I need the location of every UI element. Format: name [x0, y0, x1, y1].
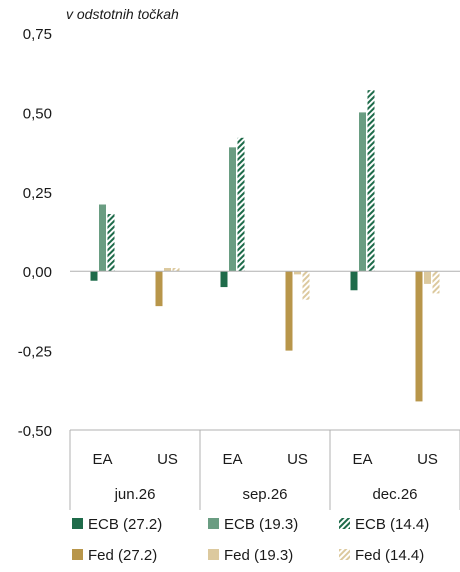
bar-dec.26-US-1 — [416, 271, 423, 401]
x-axis: EA US jun.26 EA US sep.26 EA US dec.26 — [70, 271, 460, 510]
y-axis: 0,75 0,50 0,25 0,00 -0,25 -0,50 — [18, 26, 52, 440]
bar-dec.26-EA-3 — [368, 90, 375, 271]
x-subcategory-label: EA — [352, 451, 372, 468]
legend-swatch — [72, 549, 83, 560]
bar-jun.26-EA-3 — [108, 214, 115, 271]
legend-label: Fed (27.2) — [88, 547, 157, 564]
bar-sep.26-EA-3 — [238, 138, 245, 271]
bar-dec.26-US-2 — [424, 271, 431, 284]
legend-swatch — [208, 549, 219, 560]
legend-label: ECB (14.4) — [355, 516, 429, 533]
y-tick-label: 0,00 — [23, 264, 52, 281]
x-subcategory-label: US — [417, 451, 438, 468]
y-tick-label: 0,75 — [23, 26, 52, 43]
legend-swatch — [339, 549, 350, 560]
legend-label: Fed (19.3) — [224, 547, 293, 564]
legend-label: ECB (27.2) — [88, 516, 162, 533]
legend-swatch — [72, 518, 83, 529]
x-subcategory-label: US — [157, 451, 178, 468]
legend: ECB (27.2) ECB (19.3) ECB (14.4) Fed (27.2)… — [72, 516, 429, 564]
bar-sep.26-US-3 — [303, 271, 310, 300]
y-tick-label: -0,25 — [18, 344, 52, 361]
y-tick-label: 0,25 — [23, 185, 52, 202]
legend-swatch — [339, 518, 350, 529]
x-subcategory-label: US — [287, 451, 308, 468]
chart-annotation: v odstotnih točkah — [66, 6, 179, 22]
bar-dec.26-EA-2 — [359, 112, 366, 271]
bar-sep.26-EA-1 — [221, 271, 228, 287]
x-category-label: sep.26 — [242, 486, 287, 503]
bars — [91, 90, 440, 401]
bar-jun.26-US-1 — [156, 271, 163, 306]
bar-dec.26-EA-1 — [351, 271, 358, 290]
x-subcategory-label: EA — [92, 451, 112, 468]
x-subcategory-label: EA — [222, 451, 242, 468]
legend-swatch — [208, 518, 219, 529]
x-category-label: dec.26 — [372, 486, 417, 503]
bar-jun.26-EA-1 — [91, 271, 98, 281]
legend-label: ECB (19.3) — [224, 516, 298, 533]
bar-jun.26-EA-2 — [99, 205, 106, 272]
legend-label: Fed (14.4) — [355, 547, 424, 564]
y-tick-label: 0,50 — [23, 105, 52, 122]
x-category-label: jun.26 — [114, 486, 156, 503]
bar-sep.26-US-1 — [286, 271, 293, 350]
bar-sep.26-EA-2 — [229, 147, 236, 271]
bar-dec.26-US-3 — [433, 271, 440, 293]
y-tick-label: -0,50 — [18, 423, 52, 440]
